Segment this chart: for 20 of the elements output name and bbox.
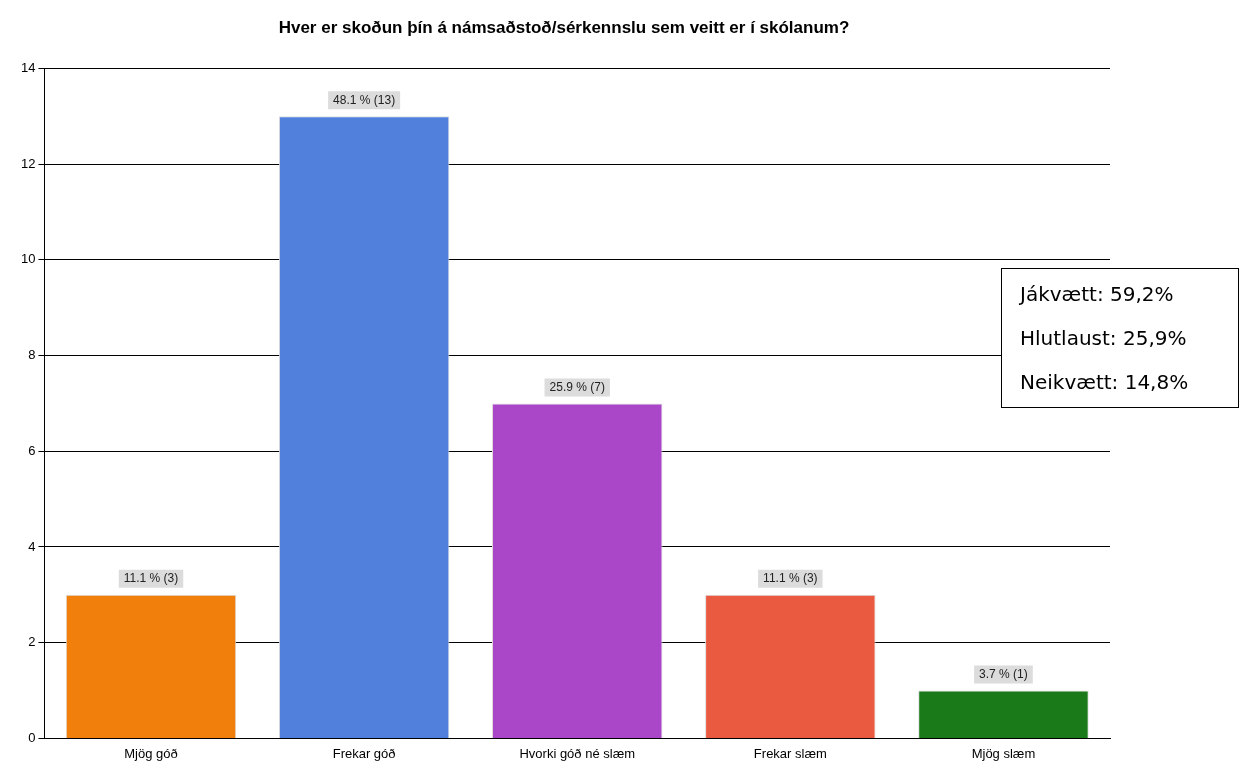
x-tick-label: Frekar góð: [332, 745, 396, 761]
chart-title: Hver er skoðun þín á námsaðstoð/sérkennslu sem veitt er í skólanum?: [278, 17, 850, 37]
y-tick-label: 0: [28, 729, 36, 745]
data-label: 25.9 % (7): [549, 379, 605, 394]
data-label: 48.1 % (13): [333, 92, 396, 107]
y-tick-label: 10: [20, 251, 36, 267]
x-tick-label: Mjög slæm: [971, 745, 1036, 761]
y-tick-label: 2: [28, 634, 36, 650]
data-label: 3.7 % (1): [979, 666, 1028, 681]
y-tick-label: 8: [28, 347, 36, 363]
data-label: 11.1 % (3): [763, 571, 818, 586]
y-tick-label: 6: [28, 442, 36, 458]
x-tick-label: Mjög góð: [124, 745, 178, 761]
y-tick-label: 14: [20, 59, 36, 75]
y-tick-label: 12: [20, 155, 36, 171]
x-tick-label: Hvorki góð né slæm: [519, 745, 636, 761]
x-tick-label: Frekar slæm: [753, 745, 827, 761]
note-box: Jákvætt: 59,2% Hlutlaust: 25,9% Neikvætt: 14,8%: [1001, 268, 1239, 408]
data-label: 11.1 % (3): [123, 571, 179, 586]
y-tick-label: 4: [28, 538, 36, 554]
